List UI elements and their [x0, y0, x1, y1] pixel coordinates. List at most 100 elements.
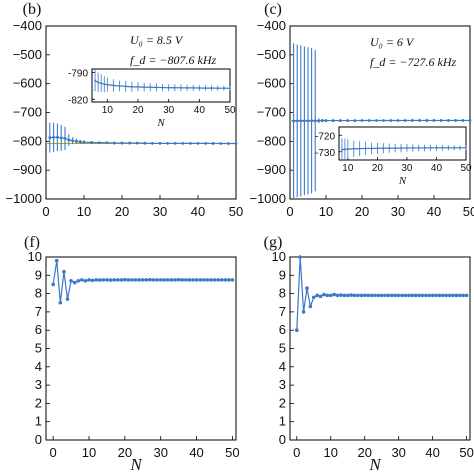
- data-point: [180, 278, 185, 282]
- annotation-text: U₀ = 6 V: [370, 35, 415, 49]
- y-tick-label: 2: [35, 395, 42, 410]
- data-point: [115, 278, 120, 282]
- data-point: [342, 293, 347, 298]
- data-point: [65, 297, 70, 301]
- inset-x-tick-label: 30: [401, 163, 413, 174]
- data-point: [386, 293, 391, 298]
- data-point: [441, 293, 445, 298]
- inset-data-point: [106, 83, 109, 86]
- data-point: [189, 141, 192, 145]
- data-point: [332, 292, 336, 297]
- x-tick-label: 50: [229, 204, 243, 219]
- inset-data-point: [180, 86, 182, 89]
- y-tick-label: 6: [279, 322, 286, 337]
- data-point: [151, 141, 154, 145]
- data-point: [427, 293, 432, 298]
- y-tick-label: 10: [28, 249, 42, 264]
- data-point: [417, 293, 421, 298]
- data-point: [299, 119, 303, 123]
- inset-axes-frame: [338, 126, 467, 161]
- data-point: [454, 293, 459, 298]
- data-point: [376, 293, 381, 298]
- data-point: [223, 278, 228, 282]
- inset-data-point: [198, 87, 201, 89]
- inset-y-tick-label: -790: [68, 69, 88, 80]
- data-point: [230, 278, 235, 282]
- data-point: [308, 304, 313, 309]
- data-point: [143, 141, 147, 145]
- inset-y-tick-label: -730: [315, 148, 335, 159]
- data-point: [352, 293, 357, 298]
- data-point: [362, 293, 367, 298]
- data-point: [90, 278, 95, 283]
- x-tick-label: 40: [427, 204, 441, 219]
- inset-data-point: [112, 84, 115, 87]
- data-point: [373, 293, 377, 298]
- data-point: [432, 119, 436, 122]
- data-point: [339, 119, 342, 122]
- data-point: [194, 278, 199, 282]
- inset-data-point: [453, 146, 456, 149]
- data-point: [158, 141, 162, 145]
- data-point: [219, 142, 223, 145]
- data-point: [126, 278, 131, 282]
- data-point: [198, 278, 202, 282]
- x-tick-label: 20: [357, 445, 371, 460]
- y-tick-label: 4: [279, 359, 286, 374]
- series-line: [52, 260, 233, 303]
- inset-x-tick-label: 10: [342, 163, 354, 174]
- data-point: [108, 278, 113, 282]
- data-point: [144, 278, 149, 282]
- y-tick-label: −900: [13, 162, 42, 177]
- y-tick-label: −600: [257, 76, 286, 91]
- y-tick-label: −400: [13, 18, 42, 33]
- series-line: [49, 136, 237, 145]
- data-point: [424, 293, 428, 298]
- data-point: [151, 278, 156, 282]
- data-point: [305, 286, 309, 290]
- y-tick-label: −1000: [5, 191, 42, 206]
- y-tick-label: 3: [35, 377, 42, 392]
- data-point: [407, 293, 411, 298]
- data-point: [418, 119, 421, 122]
- data-point: [130, 278, 134, 282]
- data-point: [58, 300, 63, 305]
- data-point: [353, 119, 357, 122]
- y-tick-label: −400: [257, 18, 286, 33]
- inset-data-point: [186, 87, 188, 89]
- data-point: [439, 119, 443, 122]
- data-point: [63, 137, 67, 140]
- data-point: [204, 142, 208, 145]
- data-point: [148, 277, 152, 282]
- data-point: [166, 141, 170, 145]
- inset-data-point: [94, 79, 96, 82]
- data-point: [335, 293, 340, 298]
- data-point: [311, 295, 316, 300]
- y-tick-label: 1: [35, 414, 42, 429]
- data-point: [295, 119, 299, 123]
- inset-data-point: [103, 83, 106, 86]
- data-point: [318, 294, 323, 299]
- y-tick-label: 1: [279, 414, 286, 429]
- x-tick-label: 0: [286, 204, 293, 219]
- data-point: [101, 278, 106, 282]
- inset-data-point: [155, 86, 158, 89]
- data-point: [383, 293, 387, 298]
- data-point: [346, 119, 349, 122]
- inset-data-point: [364, 147, 367, 150]
- x-tick-label: 40: [191, 204, 205, 219]
- inset-x-tick-label: 40: [431, 163, 443, 174]
- inset-data-point: [346, 148, 349, 151]
- inset-x-tick-label: 30: [163, 105, 175, 116]
- inset-x-tick-label: 20: [372, 163, 384, 174]
- data-point: [140, 278, 145, 282]
- data-point: [209, 278, 213, 282]
- data-point: [97, 141, 101, 145]
- data-point: [201, 278, 206, 282]
- y-tick-label: 0: [279, 432, 286, 447]
- data-point: [411, 119, 414, 122]
- data-point: [51, 282, 55, 287]
- data-point: [211, 142, 215, 145]
- data-point: [155, 278, 159, 282]
- data-point: [410, 293, 415, 298]
